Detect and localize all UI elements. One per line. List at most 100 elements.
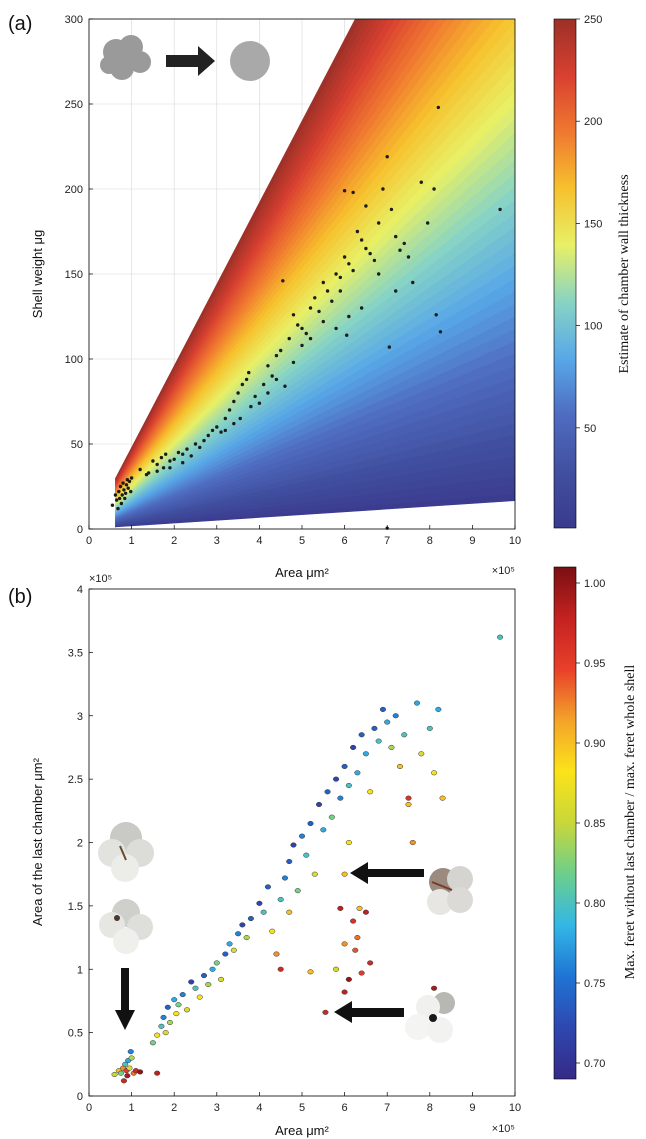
data-point bbox=[161, 466, 166, 470]
data-point bbox=[304, 331, 308, 336]
data-point bbox=[270, 374, 274, 378]
data-point bbox=[281, 875, 289, 881]
data-point bbox=[110, 503, 115, 507]
data-point bbox=[196, 994, 203, 1000]
data-point bbox=[232, 399, 236, 404]
data-point bbox=[385, 155, 389, 159]
data-point bbox=[206, 433, 210, 438]
data-point bbox=[352, 947, 359, 953]
data-point bbox=[175, 1002, 182, 1008]
x-tick-label: 8 bbox=[427, 1102, 433, 1114]
data-point bbox=[334, 272, 338, 276]
data-point bbox=[264, 884, 271, 890]
data-point bbox=[146, 471, 151, 475]
data-point bbox=[128, 1055, 135, 1061]
y-tick-label: 100 bbox=[65, 354, 83, 366]
colorbar-tick-label: 0.95 bbox=[584, 658, 605, 670]
y-tick-label: 50 bbox=[71, 439, 83, 451]
y-tick-label: 300 bbox=[65, 14, 83, 26]
data-point bbox=[202, 438, 206, 443]
data-point bbox=[160, 1014, 167, 1020]
data-point bbox=[341, 989, 348, 995]
data-point bbox=[435, 706, 442, 712]
x-tick-label: 9 bbox=[469, 1102, 475, 1114]
y-tick-label: 1 bbox=[77, 964, 83, 976]
colorbar-a-label: Estimate of chamber wall thickness bbox=[617, 174, 632, 373]
data-point bbox=[113, 493, 118, 497]
fan-base bbox=[115, 500, 515, 529]
data-point bbox=[266, 391, 270, 395]
x-tick-label: 0 bbox=[86, 535, 92, 547]
shell-photo-mid-left bbox=[99, 899, 153, 954]
data-point bbox=[244, 377, 249, 382]
data-point bbox=[183, 1007, 191, 1013]
data-point bbox=[277, 966, 284, 972]
data-point bbox=[200, 973, 208, 979]
data-point bbox=[154, 1070, 161, 1076]
data-point bbox=[181, 461, 185, 465]
data-point bbox=[274, 377, 279, 382]
panel-a: (a) 0 1 2 3 4 5 6 7 8 9 10 0 50 100 150 200 250 300 Area… bbox=[8, 13, 632, 580]
data-point bbox=[384, 719, 391, 725]
panel-b-label: (b) bbox=[8, 586, 32, 608]
data-point bbox=[236, 391, 240, 395]
data-point bbox=[291, 313, 296, 317]
data-point bbox=[498, 207, 502, 212]
data-point bbox=[117, 1070, 124, 1076]
x-axis-label-a: Area μm² bbox=[275, 565, 329, 580]
data-point bbox=[345, 976, 352, 982]
data-point bbox=[210, 428, 215, 433]
data-point bbox=[123, 491, 128, 495]
data-point bbox=[439, 795, 446, 801]
data-point bbox=[367, 789, 374, 795]
data-point bbox=[333, 776, 340, 782]
data-point bbox=[176, 450, 181, 455]
data-point bbox=[213, 960, 220, 966]
data-point bbox=[188, 979, 195, 985]
data-point bbox=[358, 732, 365, 738]
data-point bbox=[164, 1004, 171, 1010]
colorbar-tick-label: 250 bbox=[584, 14, 602, 26]
y-tick-label: 4 bbox=[77, 584, 83, 596]
colorbar-b-ticks: 0.70 0.75 0.80 0.85 0.90 0.95 1.00 bbox=[576, 578, 605, 1070]
data-point bbox=[247, 370, 251, 375]
y-tick-label: 3 bbox=[77, 711, 83, 723]
data-point bbox=[367, 960, 374, 966]
data-point bbox=[257, 401, 262, 405]
data-point bbox=[218, 976, 225, 982]
data-point bbox=[111, 1071, 118, 1078]
data-point bbox=[172, 457, 176, 461]
data-point bbox=[294, 888, 301, 894]
data-point bbox=[166, 1019, 173, 1026]
y-axis-label-b: Area of the last chamber μm² bbox=[30, 757, 45, 926]
data-point bbox=[162, 1030, 169, 1036]
data-point bbox=[117, 489, 121, 494]
colorbar-tick-label: 50 bbox=[584, 423, 596, 435]
data-point bbox=[286, 858, 293, 865]
x-ticks-a: 0 1 2 3 4 5 6 7 8 9 10 bbox=[86, 525, 521, 547]
data-point bbox=[120, 493, 124, 497]
data-point bbox=[328, 814, 335, 820]
right-arrow-icon bbox=[166, 46, 215, 76]
data-point bbox=[238, 416, 242, 421]
down-arrow-icon bbox=[115, 968, 135, 1030]
x-tick-label: 2 bbox=[171, 1102, 177, 1114]
data-point bbox=[118, 484, 123, 489]
data-point bbox=[322, 1009, 329, 1015]
fan-wedge bbox=[115, 19, 361, 480]
data-point bbox=[409, 839, 416, 846]
data-point bbox=[129, 476, 134, 480]
data-point bbox=[388, 744, 395, 750]
data-point bbox=[226, 941, 233, 947]
colorbar-tick-label: 0.90 bbox=[584, 738, 605, 750]
data-point bbox=[222, 951, 229, 957]
data-point bbox=[432, 187, 436, 191]
data-points-b bbox=[111, 634, 504, 1084]
data-point bbox=[398, 248, 402, 252]
data-point bbox=[235, 931, 242, 937]
shell-to-circle-illustration bbox=[100, 35, 270, 81]
y-tick-label: 0 bbox=[77, 1091, 83, 1103]
data-point bbox=[345, 782, 352, 789]
data-point bbox=[341, 941, 348, 947]
data-point bbox=[436, 105, 441, 110]
